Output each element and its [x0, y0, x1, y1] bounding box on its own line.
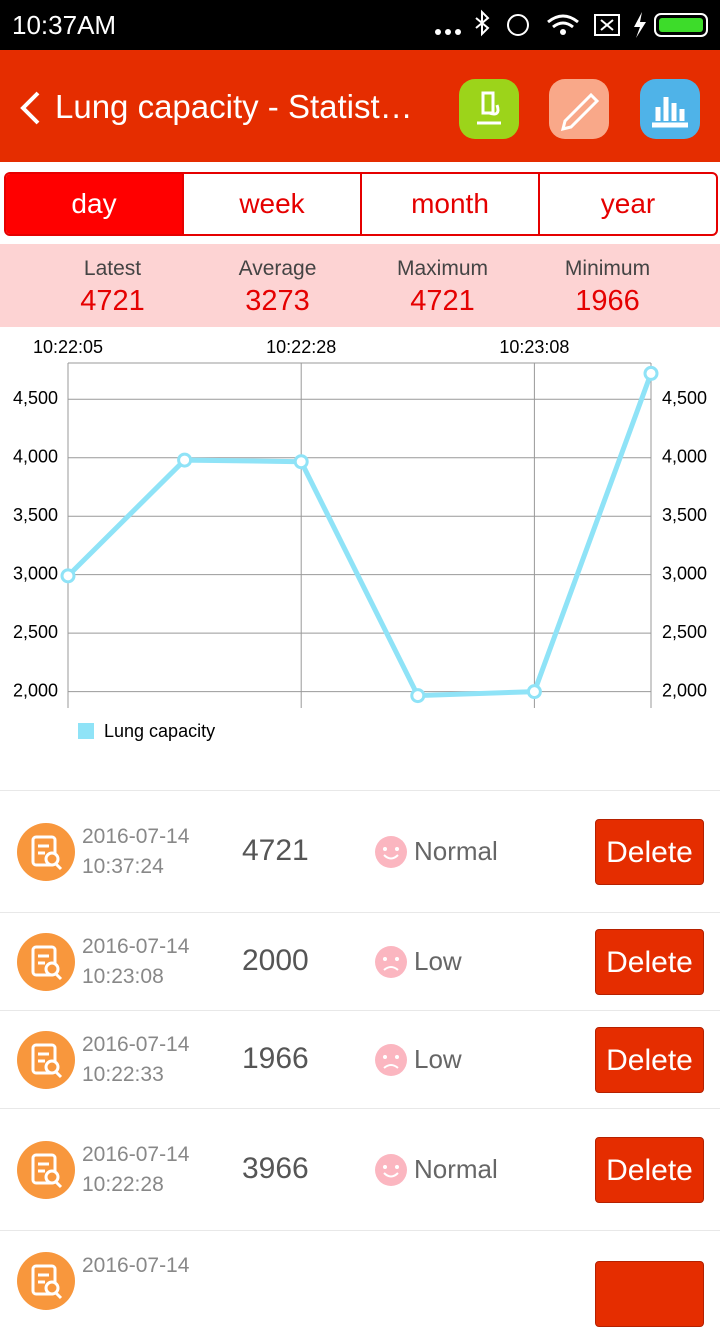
record-value: 1966	[242, 1042, 309, 1075]
record-row: 2016-07-14 10:22:33 1966 Low Delete	[0, 1010, 720, 1109]
chart: 2,000 2,000 2,500 2,500 3,000 3,000 3,500 3,500…	[13, 337, 707, 741]
delete-button[interactable]: Delete	[595, 1137, 704, 1203]
y-tick-label: 4,000	[13, 446, 58, 466]
data-point	[60, 568, 76, 584]
record-time: 10:22:33	[82, 1063, 164, 1086]
record-status: Normal	[414, 1154, 498, 1184]
record-date: 2016-07-14	[82, 1143, 190, 1166]
record-date: 2016-07-14	[82, 825, 190, 848]
tab[interactable]: week	[182, 174, 360, 234]
tab[interactable]: year	[538, 174, 716, 234]
y2-tick-label: 4,500	[662, 388, 707, 408]
y-tick-label: 2,500	[13, 622, 58, 642]
record-icon	[17, 1141, 75, 1199]
status-bar: 10:37AM	[0, 0, 720, 50]
stat-label: Average	[238, 257, 317, 280]
legend-label: Lung capacity	[104, 721, 215, 741]
mood-icon	[375, 1044, 407, 1076]
x-tick-label: 10:23:08	[499, 337, 569, 357]
mood-icon	[375, 836, 407, 868]
record-date: 2016-07-14	[82, 935, 190, 958]
delete-button[interactable]: Delete	[595, 1027, 704, 1093]
record-icon	[17, 823, 75, 881]
stat: Maximum 4721	[360, 244, 525, 327]
y-tick-label: 4,500	[13, 388, 58, 408]
record-time: 10:22:28	[82, 1173, 164, 1196]
legend-swatch	[78, 723, 94, 739]
record-date: 2016-07-14	[82, 1033, 190, 1056]
stat: Minimum 1966	[525, 244, 690, 327]
record-icon	[17, 1252, 75, 1310]
delete-button[interactable]	[595, 1261, 704, 1327]
delete-button[interactable]: Delete	[595, 929, 704, 995]
period-tabs: day week month year	[4, 172, 718, 236]
stat-value: 4721	[410, 285, 475, 317]
back-button[interactable]	[18, 90, 44, 126]
y2-tick-label: 3,000	[662, 563, 707, 583]
data-point	[526, 684, 542, 700]
y-tick-label: 2,000	[13, 680, 58, 700]
stats-button[interactable]	[640, 79, 700, 139]
record-icon	[17, 933, 75, 991]
status-icons	[435, 9, 708, 38]
x-tick-label: 10:22:28	[266, 337, 336, 357]
delete-button[interactable]: Delete	[595, 819, 704, 885]
clock: 10:37AM	[12, 10, 117, 40]
record-value: 3966	[242, 1152, 309, 1185]
data-point	[410, 688, 426, 704]
data-line	[66, 372, 654, 699]
record-status: Low	[414, 946, 462, 976]
summary: Latest 4721 Average 3273 Maximum 4721 Minimum 1…	[0, 244, 720, 327]
app-bar: Lung capacity - Statist…	[0, 50, 720, 162]
record-value: 2000	[242, 944, 309, 977]
record-row: 2016-07-14	[0, 1230, 720, 1331]
data-point	[643, 365, 659, 381]
stat-label: Latest	[83, 257, 142, 280]
y2-tick-label: 2,000	[662, 680, 707, 700]
mood-icon	[375, 946, 407, 978]
record-time: 10:23:08	[82, 965, 164, 988]
data-point	[293, 454, 309, 470]
stat: Average 3273	[195, 244, 360, 327]
stat-label: Maximum	[396, 257, 488, 280]
record-status: Normal	[414, 836, 498, 866]
record-date: 2016-07-14	[82, 1254, 190, 1277]
record-row: 2016-07-14 10:22:28 3966 Normal Delete	[0, 1108, 720, 1231]
microscope-button[interactable]	[459, 79, 519, 139]
stat-value: 3273	[245, 285, 310, 317]
y2-tick-label: 3,500	[662, 505, 707, 525]
record-icon	[17, 1031, 75, 1089]
y-tick-label: 3,500	[13, 505, 58, 525]
record-value: 4721	[242, 834, 309, 867]
record-row: 2016-07-14 10:23:08 2000 Low Delete	[0, 912, 720, 1011]
tab[interactable]: day	[6, 174, 182, 234]
stat-value: 4721	[80, 285, 145, 317]
y-tick-label: 3,000	[13, 563, 58, 583]
mood-icon	[375, 1154, 407, 1186]
toolbar-icons	[459, 79, 700, 139]
x-tick-label: 10:22:05	[33, 337, 103, 357]
page-title: Lung capacity - Statist…	[55, 88, 413, 125]
record-time: 10:37:24	[82, 855, 164, 878]
stat: Latest 4721	[30, 244, 195, 327]
record-row: 2016-07-14 10:37:24 4721 Normal Delete	[0, 790, 720, 913]
stat-value: 1966	[575, 285, 640, 317]
record-status: Low	[414, 1044, 462, 1074]
stat-label: Minimum	[564, 257, 651, 280]
data-point	[177, 452, 193, 468]
y2-tick-label: 2,500	[662, 622, 707, 642]
tab[interactable]: month	[360, 174, 538, 234]
y2-tick-label: 4,000	[662, 446, 707, 466]
